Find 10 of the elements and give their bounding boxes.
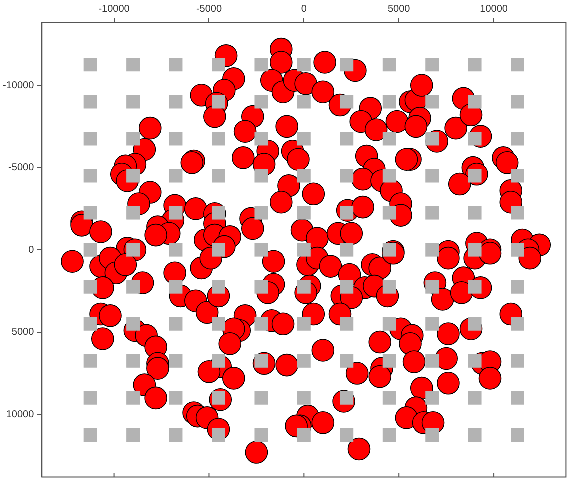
x-tick-label: -10000 [98, 4, 130, 15]
x-tick-label: 5000 [388, 4, 411, 15]
y-tick-label: 0 [28, 244, 35, 256]
y-tick-label: 5000 [12, 327, 35, 338]
x-tick-label: 0 [301, 4, 308, 15]
x-tick-label: 10000 [480, 4, 508, 15]
x-tick-label: -5000 [196, 4, 222, 15]
y-tick-label: 10000 [6, 409, 35, 420]
y-tick-label: -10000 [2, 80, 35, 92]
y-tick-label: -5000 [8, 162, 35, 174]
